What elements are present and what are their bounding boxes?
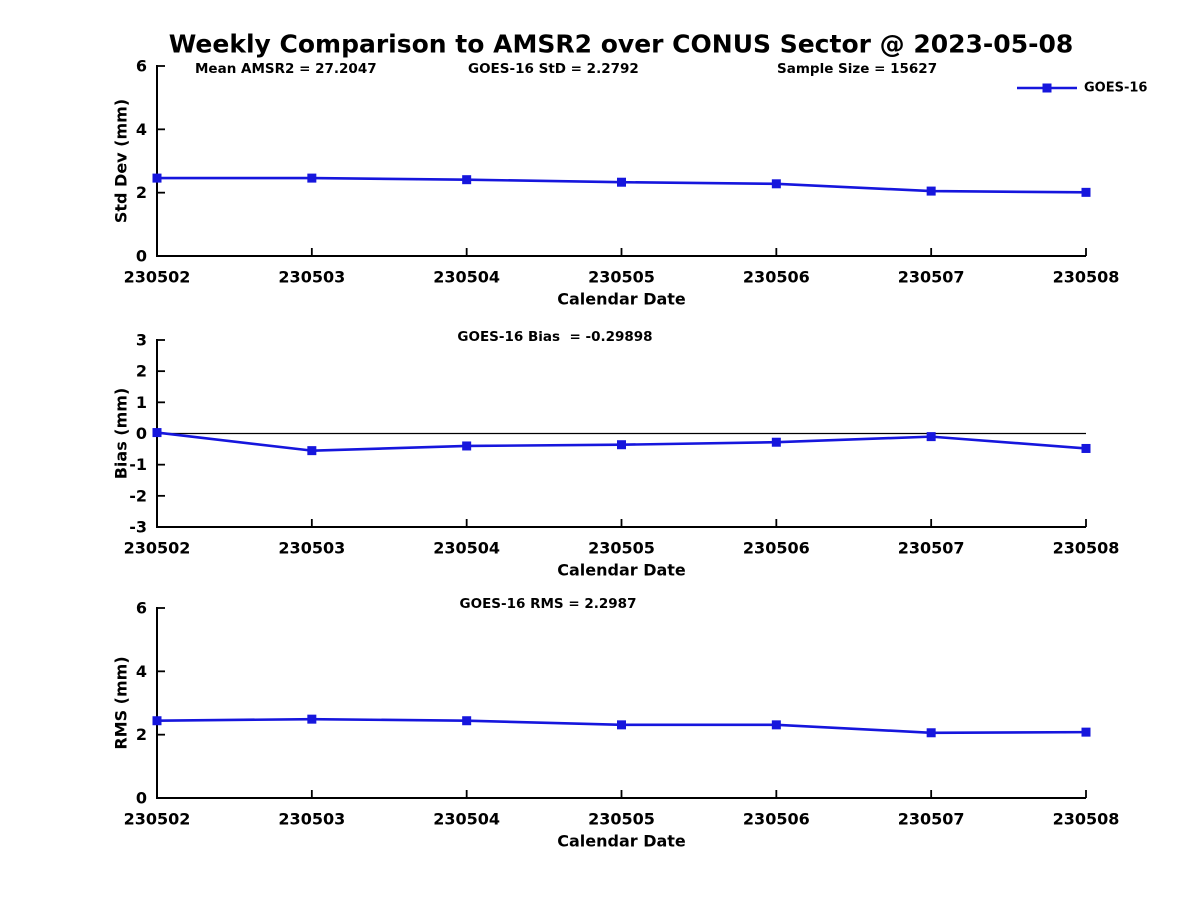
chart-header: GOES-16 Bias = -0.29898 bbox=[457, 329, 652, 345]
y-axis-label: Std Dev (mm) bbox=[112, 99, 131, 223]
data-point-marker bbox=[926, 186, 936, 196]
data-point-marker bbox=[1081, 727, 1091, 737]
x-tick-label: 230503 bbox=[278, 539, 345, 558]
data-point-marker bbox=[307, 446, 317, 456]
x-tick-label: 230505 bbox=[588, 810, 655, 829]
chart-header: GOES-16 StD = 2.2792 bbox=[468, 61, 639, 77]
subplot-rms: 0 2 4 6 230502 230503 230504 230505 230506 230507… bbox=[112, 596, 1120, 851]
x-tick-label: 230506 bbox=[743, 810, 810, 829]
x-tick-label: 230504 bbox=[433, 539, 500, 558]
legend-marker bbox=[1042, 83, 1052, 93]
x-tick-label: 230508 bbox=[1053, 539, 1120, 558]
chart-header: Mean AMSR2 = 27.2047 bbox=[195, 61, 377, 77]
y-tick-label: 2 bbox=[136, 183, 147, 202]
x-tick-label: 230503 bbox=[278, 810, 345, 829]
data-point-marker bbox=[307, 173, 317, 183]
y-tick-label: 0 bbox=[136, 247, 147, 266]
x-tick-label: 230507 bbox=[898, 810, 965, 829]
data-point-marker bbox=[617, 440, 626, 450]
data-point-marker bbox=[462, 175, 472, 185]
y-tick-label: 1 bbox=[136, 393, 147, 412]
y-tick-label: 3 bbox=[136, 331, 147, 350]
y-tick-label: 2 bbox=[136, 362, 147, 381]
y-tick-label: 0 bbox=[136, 789, 147, 808]
y-tick-label: 0 bbox=[136, 424, 147, 443]
subplot-std-dev: 0 2 4 6 230502 230503 230504 230505 230506 230507… bbox=[112, 57, 1148, 309]
x-tick-label: 230505 bbox=[588, 539, 655, 558]
data-point-marker bbox=[771, 720, 781, 730]
legend-label: GOES-16 bbox=[1084, 81, 1147, 96]
x-tick-label: 230508 bbox=[1053, 810, 1120, 829]
x-tick-label: 230507 bbox=[898, 268, 965, 287]
data-point-marker bbox=[462, 441, 472, 451]
y-axis-label: RMS (mm) bbox=[112, 656, 131, 749]
x-tick-label: 230508 bbox=[1053, 268, 1120, 287]
y-tick-label: 6 bbox=[136, 599, 147, 618]
y-tick-label: -1 bbox=[129, 455, 147, 474]
data-point-marker bbox=[771, 437, 781, 447]
x-tick-label: 230502 bbox=[124, 810, 191, 829]
x-tick-label: 230507 bbox=[898, 539, 965, 558]
x-tick-label: 230506 bbox=[743, 268, 810, 287]
data-point-marker bbox=[617, 177, 626, 187]
data-point-marker bbox=[462, 716, 472, 726]
x-tick-label: 230505 bbox=[588, 268, 655, 287]
chart-header: Sample Size = 15627 bbox=[777, 61, 937, 77]
x-tick-label: 230504 bbox=[433, 810, 500, 829]
subplot-bias: 3 2 1 0 -1 -2 -3 230502 230503 230504 230505 230506… bbox=[112, 329, 1120, 580]
data-point-marker bbox=[926, 432, 936, 442]
data-point-marker bbox=[152, 716, 162, 726]
data-point-marker bbox=[152, 428, 162, 438]
x-tick-label: 230502 bbox=[124, 539, 191, 558]
data-point-marker bbox=[307, 714, 317, 724]
data-point-marker bbox=[617, 720, 626, 730]
y-tick-label: 4 bbox=[136, 662, 147, 681]
y-tick-label: -2 bbox=[129, 486, 147, 505]
y-axis-label: Bias (mm) bbox=[112, 388, 131, 480]
y-tick-label: 6 bbox=[136, 57, 147, 76]
x-axis-label: Calendar Date bbox=[557, 290, 686, 309]
y-tick-label: -3 bbox=[129, 518, 147, 537]
x-axis-label: Calendar Date bbox=[557, 561, 686, 580]
data-point-marker bbox=[1081, 443, 1091, 453]
x-axis-label: Calendar Date bbox=[557, 832, 686, 851]
x-tick-label: 230503 bbox=[278, 268, 345, 287]
y-tick-label: 2 bbox=[136, 725, 147, 744]
data-point-marker bbox=[152, 173, 162, 183]
data-point-marker bbox=[926, 728, 936, 738]
chart-header: GOES-16 RMS = 2.2987 bbox=[460, 596, 637, 612]
figure-title: Weekly Comparison to AMSR2 over CONUS Se… bbox=[168, 29, 1074, 59]
data-point-marker bbox=[1081, 187, 1091, 197]
x-tick-label: 230502 bbox=[124, 268, 191, 287]
y-tick-label: 4 bbox=[136, 120, 147, 139]
data-point-marker bbox=[771, 179, 781, 189]
x-tick-label: 230504 bbox=[433, 268, 500, 287]
x-tick-label: 230506 bbox=[743, 539, 810, 558]
